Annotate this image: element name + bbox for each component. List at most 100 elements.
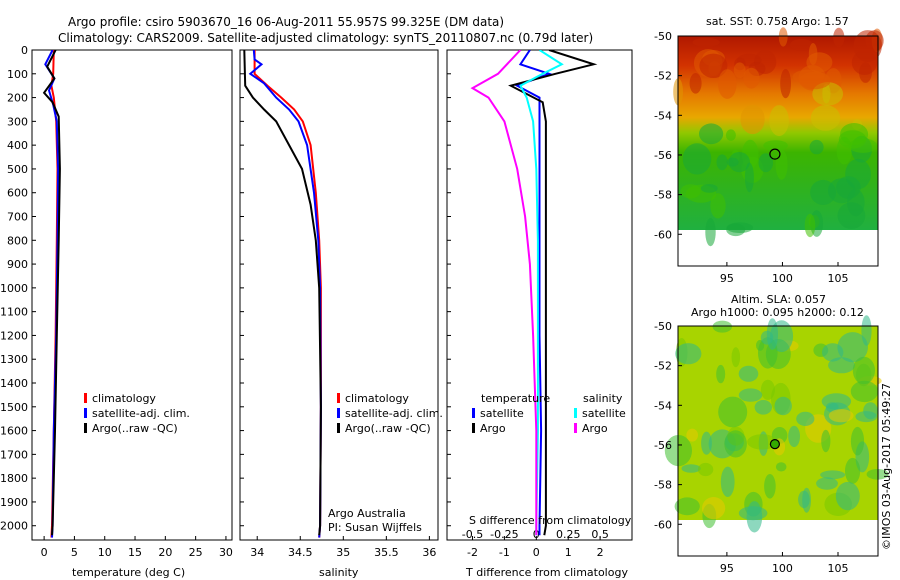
map-texture-blob	[738, 388, 763, 402]
map-texture-blob	[692, 37, 720, 47]
argo-position-marker	[769, 439, 781, 450]
s-difference-tick-label: 0.25	[556, 528, 581, 541]
map-texture-blob	[754, 50, 777, 74]
salinity-line-climatology	[253, 50, 322, 538]
legend-label-satellite: satellite-adj. clim.	[345, 407, 443, 420]
legend-swatch-climatology	[337, 393, 340, 403]
temperature-tick-label: 0	[41, 546, 48, 559]
map-texture-blob	[674, 497, 700, 516]
depth-tick-label: 1100	[0, 306, 28, 319]
temperature-tick-label: 25	[189, 546, 203, 559]
map-texture-blob	[686, 428, 698, 442]
map-texture-blob	[756, 339, 765, 351]
legend-label-temp-satellite: satellite	[480, 407, 524, 420]
t-difference-axis-label: T difference from climatology	[465, 566, 628, 579]
latitude-tick-label: -60	[654, 518, 672, 531]
map-texture-blob	[716, 154, 728, 171]
legend-swatch-temp-satellite	[472, 408, 475, 418]
sst-latitude-tick-labels: -50 -52 -54 -56 -58 -60	[654, 30, 682, 241]
map-texture-blob	[766, 318, 779, 350]
s-difference-tick-label: -0.25	[490, 528, 518, 541]
depth-tick-label: 100	[7, 68, 28, 81]
t-difference-tick-label: -1	[499, 546, 510, 559]
s-difference-tick-label: 0.5	[591, 528, 609, 541]
temperature-axes-box	[31, 49, 233, 541]
depth-tick-label: 1600	[0, 425, 28, 438]
map-texture-blob	[718, 396, 748, 428]
depth-tick-label: 1400	[0, 377, 28, 390]
legend-swatch-argo	[337, 423, 340, 433]
legend-label-climatology: climatology	[92, 392, 156, 405]
t-difference-tick-label: -2	[467, 546, 478, 559]
map-texture-blob	[774, 396, 792, 416]
legend-swatch-argo	[84, 423, 87, 433]
annotation-pi: PI: Susan Wijffels	[328, 521, 422, 534]
latitude-tick-label: -52	[654, 360, 672, 373]
legend-swatch-satellite	[84, 408, 87, 418]
map-texture-blob	[821, 393, 852, 410]
salinity-legend: climatology satellite-adj. clim. Argo(..…	[337, 392, 443, 435]
depth-tick-label: 1000	[0, 282, 28, 295]
temperature-tick-label: 15	[128, 546, 142, 559]
map-texture-blob	[716, 364, 726, 384]
map-texture-blob	[699, 53, 728, 78]
sla-latitude-tick-labels: -50 -52 -54 -56 -58 -60	[654, 320, 682, 531]
t-difference-tick-label: 2	[597, 546, 604, 559]
map-texture-blob	[816, 477, 838, 490]
map-texture-blob	[775, 149, 788, 180]
map-texture-blob	[769, 105, 789, 137]
map-texture-blob	[837, 332, 868, 363]
map-texture-blob	[754, 400, 772, 415]
map-texture-blob	[865, 30, 884, 52]
map-texture-blob	[850, 380, 879, 403]
legend-title-salinity: salinity	[583, 392, 623, 405]
longitude-tick-label: 95	[720, 272, 734, 285]
map-texture-blob	[852, 356, 876, 385]
salinity-line-argo	[243, 50, 322, 536]
map-texture-blob	[780, 68, 791, 99]
sst-map-axes-box	[677, 35, 879, 267]
legend-swatch-satellite	[337, 408, 340, 418]
s-difference-tick-labels: -0.5 -0.25 0 0.25 0.5	[462, 528, 609, 541]
legend-label-sal-argo: Argo	[582, 422, 608, 435]
longitude-tick-label: 100	[772, 272, 793, 285]
depth-tick-labels: 0 100 200 300 400 500 600 700 800 900 1000 1100 1200…	[0, 44, 451, 533]
depth-tick-label: 600	[7, 187, 28, 200]
latitude-tick-label: -58	[654, 189, 672, 202]
latitude-tick-label: -60	[654, 228, 672, 241]
longitude-tick-label: 105	[828, 562, 849, 575]
map-texture-blob	[705, 218, 716, 247]
temperature-series	[42, 50, 61, 538]
map-texture-blob	[697, 462, 714, 477]
depth-tick-label: 1700	[0, 448, 28, 461]
latitude-tick-label: -50	[654, 320, 672, 333]
map-texture-blob	[850, 426, 865, 456]
map-texture-blob	[712, 320, 732, 333]
temperature-tick-labels: 0 5 10 15 20 25 30	[41, 536, 233, 559]
depth-tick-label: 1500	[0, 401, 28, 414]
legend-label-temp-argo: Argo	[480, 422, 506, 435]
legend-swatch-sal-argo	[574, 423, 577, 433]
longitude-tick-label: 100	[772, 562, 793, 575]
salinity-line-satellite-adj	[248, 50, 322, 538]
annotation-argo-australia: Argo Australia	[328, 507, 406, 520]
depth-tick-label: 2000	[0, 520, 28, 533]
map-texture-blob	[809, 139, 824, 155]
s-difference-tick-label: -0.5	[462, 528, 483, 541]
temperature-line-argo	[42, 50, 61, 536]
map-texture-blob	[702, 497, 726, 520]
salinity-tick-label: 34	[250, 546, 264, 559]
map-texture-blob	[810, 105, 841, 131]
sla-map-panel: Altim. SLA: 0.057 Argo h1000: 0.095 h200…	[654, 293, 889, 575]
sla-longitude-tick-labels: 95 100 105	[720, 552, 849, 575]
map-texture-blob	[799, 71, 831, 90]
latitude-tick-label: -50	[654, 30, 672, 43]
map-texture-blob	[820, 470, 846, 480]
map-texture-blob	[740, 104, 765, 135]
map-texture-blob	[828, 357, 855, 374]
temperature-line-satellite-adj	[44, 50, 60, 538]
salinity-tick-label: 34.5	[288, 546, 313, 559]
temperature-tick-label: 20	[158, 546, 172, 559]
map-texture-blob	[810, 179, 837, 205]
salinity-tick-labels: 34 34.5 35 35.5 36	[250, 536, 436, 559]
